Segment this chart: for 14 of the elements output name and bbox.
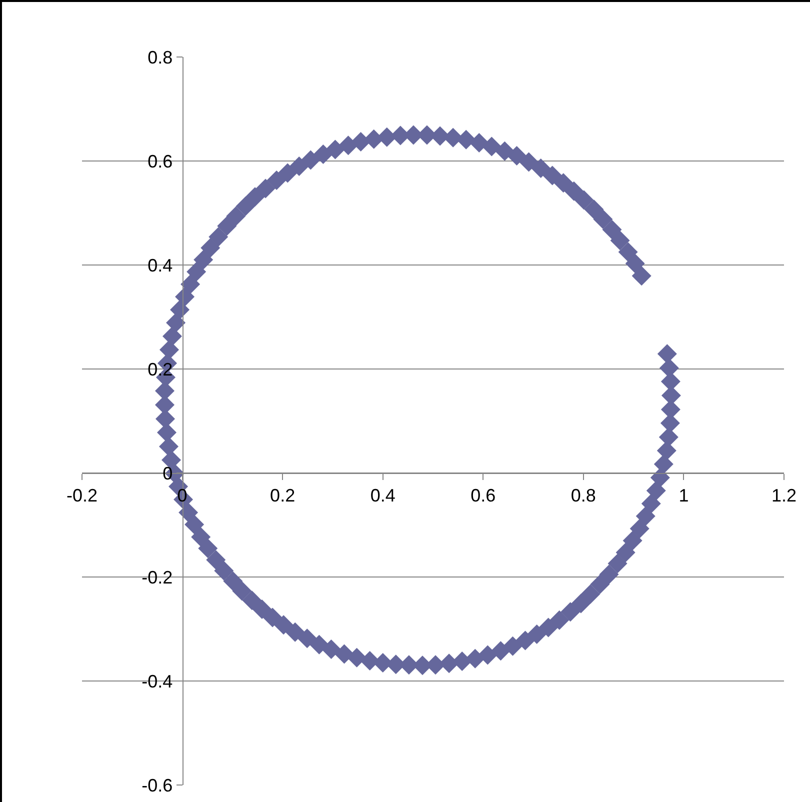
- x-tick-label: 1: [678, 486, 689, 506]
- x-tick-label: -0.2: [66, 486, 98, 506]
- x-tick-label: 1.2: [771, 486, 797, 506]
- y-tick-label: 0.8: [148, 47, 173, 68]
- y-tick-label: -0.6: [142, 775, 173, 796]
- y-tick-label: 0.6: [148, 151, 173, 172]
- x-tick-label: 0.2: [270, 486, 296, 506]
- x-tick-label: 0.8: [570, 486, 596, 506]
- x-tick-label: 0: [177, 486, 188, 506]
- y-tick-label: 0.4: [148, 255, 173, 276]
- y-tick-label: -0.4: [142, 671, 173, 692]
- x-tick-label: 0.6: [470, 486, 496, 506]
- y-tick-label: -0.2: [142, 567, 173, 588]
- x-tick-label: 0.4: [370, 486, 396, 506]
